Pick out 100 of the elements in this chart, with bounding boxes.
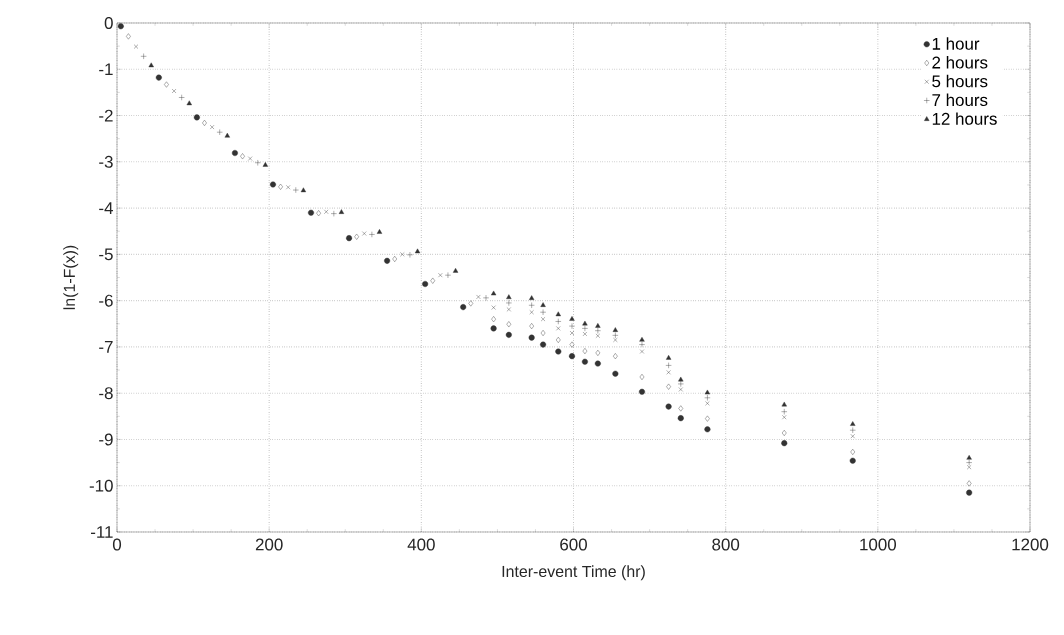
point (704, 394, 711, 401)
point (231, 150, 238, 157)
point (414, 248, 421, 254)
point (216, 129, 223, 136)
point (555, 318, 562, 325)
point (400, 252, 405, 257)
point (966, 489, 973, 496)
point (966, 459, 973, 466)
point (308, 209, 315, 216)
y-tick-label: -7 (99, 341, 113, 353)
point (529, 295, 535, 300)
point (133, 44, 139, 49)
point (966, 480, 972, 487)
point (678, 405, 684, 412)
point (155, 74, 162, 81)
point (483, 294, 490, 301)
point (612, 370, 619, 377)
point (781, 401, 787, 407)
point (490, 290, 497, 296)
point (849, 427, 856, 434)
y-tick-label: 0 (104, 17, 113, 29)
legend-label: 7 hours (932, 93, 988, 107)
legend-label: 2 hours (932, 56, 988, 69)
point (406, 251, 413, 258)
point (528, 302, 535, 309)
point (354, 233, 359, 240)
point (422, 280, 429, 287)
point (556, 326, 561, 331)
point (678, 376, 684, 382)
y-tick-label: -10 (89, 479, 113, 492)
point (292, 187, 299, 194)
point (850, 421, 856, 426)
point (186, 100, 192, 106)
point (505, 331, 512, 338)
point (529, 310, 534, 315)
y-axis-title: ln(1-F(x)) (63, 245, 79, 310)
point (444, 272, 451, 279)
point (140, 53, 147, 60)
point (178, 94, 185, 101)
legend-label: 12 hours (932, 112, 997, 125)
point (569, 341, 575, 348)
point (491, 316, 496, 323)
point (126, 33, 131, 40)
point (555, 348, 562, 355)
point (505, 299, 512, 306)
point (254, 159, 261, 166)
point (638, 341, 645, 348)
point (639, 349, 645, 354)
point (540, 302, 546, 307)
point (555, 336, 561, 343)
point (209, 124, 215, 130)
y-tick-label: -9 (99, 433, 113, 446)
y-tick-label: -8 (99, 387, 113, 400)
point (781, 440, 788, 447)
point (594, 327, 601, 334)
x-tick-label: 0 (112, 538, 122, 551)
point (476, 294, 481, 300)
point (665, 355, 672, 360)
point (528, 334, 535, 341)
point (490, 325, 497, 332)
point (262, 162, 268, 167)
x-tick-label: 200 (255, 538, 283, 551)
point (677, 380, 684, 387)
point (581, 358, 588, 365)
point (594, 360, 601, 367)
x-tick-label: 1000 (860, 538, 897, 551)
point (330, 210, 337, 217)
point (850, 448, 856, 455)
y-tick-label: -5 (99, 248, 113, 261)
point (595, 349, 601, 356)
point (540, 330, 546, 337)
point (540, 309, 547, 316)
point (392, 255, 398, 262)
point (704, 389, 711, 395)
point (193, 114, 200, 121)
point (666, 383, 671, 390)
point (782, 415, 787, 420)
point (705, 401, 710, 406)
legend-label: 5 hours (932, 74, 988, 88)
y-tick-label: -1 (99, 63, 113, 76)
point (164, 81, 169, 88)
point (582, 331, 588, 337)
point (438, 273, 443, 278)
point (540, 341, 547, 348)
legend-label: 1 hour (932, 37, 980, 50)
y-tick-label: -3 (99, 155, 113, 168)
point (430, 277, 436, 284)
point (452, 268, 459, 273)
x-tick-label: 400 (407, 538, 435, 551)
point (849, 457, 856, 464)
y-tick-label: -6 (99, 294, 113, 307)
point (384, 257, 391, 264)
point (491, 305, 496, 310)
point (368, 231, 375, 238)
point (966, 465, 972, 470)
point (148, 62, 154, 68)
point (569, 316, 575, 321)
point (639, 373, 645, 380)
x-tick-label: 1200 (1012, 538, 1049, 551)
point (286, 185, 291, 190)
